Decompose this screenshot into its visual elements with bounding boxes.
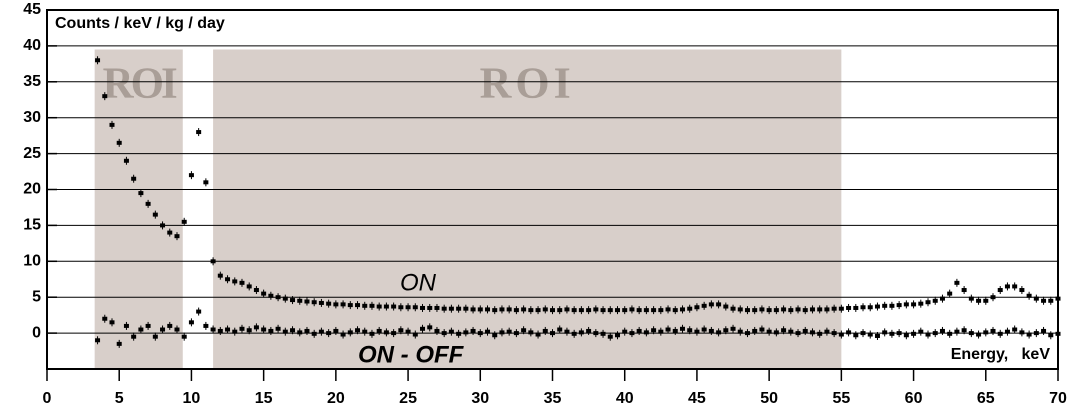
x-tick-label: 5 — [115, 390, 124, 407]
x-tick-label: 20 — [327, 390, 345, 407]
y-tick-label: 10 — [23, 253, 41, 270]
y-tick-label: 40 — [23, 37, 41, 54]
x-tick-label: 45 — [688, 390, 706, 407]
roi-region — [213, 49, 842, 370]
series-label: ON - OFF — [358, 341, 465, 368]
y-tick-label: 45 — [23, 1, 41, 18]
roi-label: ROI — [480, 59, 575, 108]
x-tick-label: 15 — [255, 390, 273, 407]
roi-label: ROI — [103, 59, 177, 108]
series-label: ON — [400, 269, 437, 296]
y-tick-label: 0 — [32, 324, 41, 341]
x-tick-label: 40 — [616, 390, 634, 407]
y-tick-label: 5 — [32, 288, 41, 305]
roi-region — [94, 49, 183, 370]
x-tick-label: 30 — [471, 390, 489, 407]
x-tick-label: 70 — [1049, 390, 1067, 407]
y-tick-label: 20 — [23, 181, 41, 198]
x-axis-label: Energy, keV — [951, 346, 1051, 363]
x-tick-label: 10 — [183, 390, 201, 407]
y-axis-label: Counts / keV / kg / day — [55, 15, 225, 32]
y-tick-label: 15 — [23, 217, 41, 234]
x-tick-label: 65 — [977, 390, 995, 407]
x-tick-label: 55 — [832, 390, 850, 407]
x-tick-label: 60 — [905, 390, 923, 407]
x-tick-label: 50 — [760, 390, 778, 407]
y-tick-label: 35 — [23, 73, 41, 90]
x-tick-label: 35 — [544, 390, 562, 407]
y-tick-label: 25 — [23, 145, 41, 162]
y-tick-label: 30 — [23, 109, 41, 126]
plot-frame — [46, 9, 1059, 370]
x-tick-label: 0 — [43, 390, 52, 407]
x-tick-label: 25 — [399, 390, 417, 407]
